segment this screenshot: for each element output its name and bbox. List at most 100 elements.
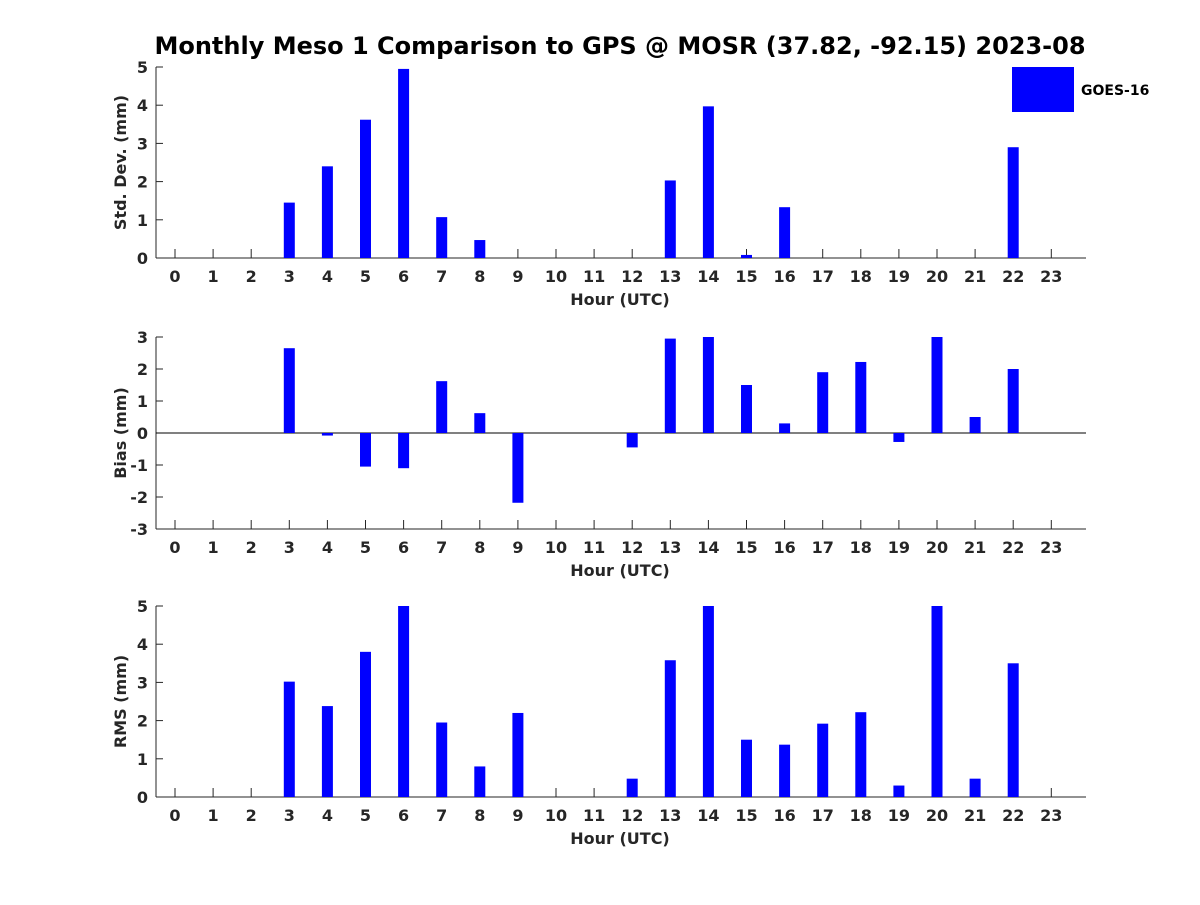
y-tick-label: 2 (137, 173, 148, 192)
x-tick-label: 3 (284, 267, 295, 286)
x-tick-label: 20 (926, 267, 948, 286)
y-tick-label: 0 (137, 249, 148, 268)
x-tick-label: 6 (398, 267, 409, 286)
x-tick-label: 20 (926, 806, 948, 825)
bar-hour-21 (969, 778, 981, 797)
x-tick-label: 19 (888, 267, 910, 286)
bar-hour-13 (664, 338, 676, 433)
bar-hour-3 (283, 348, 295, 433)
x-tick-label: 4 (322, 267, 333, 286)
x-tick-label: 2 (246, 267, 257, 286)
bar-hour-4 (321, 433, 333, 436)
legend: GOES-16 (1012, 67, 1149, 112)
bar-hour-22 (1007, 369, 1019, 433)
bar-hour-18 (855, 712, 867, 797)
x-tick-label: 6 (398, 806, 409, 825)
x-tick-label: 12 (621, 538, 643, 557)
x-tick-label: 10 (545, 267, 567, 286)
x-tick-label: 14 (697, 538, 719, 557)
x-tick-label: 3 (284, 806, 295, 825)
x-tick-label: 16 (773, 806, 795, 825)
bar-hour-18 (855, 361, 867, 433)
bar-hour-19 (893, 433, 905, 442)
bar-hour-13 (664, 660, 676, 797)
bar-hour-12 (626, 778, 638, 797)
x-tick-label: 7 (436, 538, 447, 557)
x-axis-label: Hour (UTC) (570, 829, 670, 848)
chart-title: Monthly Meso 1 Comparison to GPS @ MOSR … (154, 32, 1085, 60)
x-tick-label: 0 (169, 538, 180, 557)
y-tick-label: 3 (137, 673, 148, 692)
x-tick-label: 10 (545, 806, 567, 825)
y-tick-label: 1 (137, 750, 148, 769)
x-tick-label: 17 (812, 538, 834, 557)
bar-hour-3 (283, 681, 295, 797)
bar-hour-22 (1007, 663, 1019, 797)
x-tick-label: 18 (850, 806, 872, 825)
bar-hour-20 (931, 337, 943, 433)
x-tick-label: 9 (512, 267, 523, 286)
x-tick-label: 12 (621, 267, 643, 286)
bar-hour-5 (360, 433, 371, 467)
x-tick-label: 15 (735, 538, 757, 557)
y-tick-label: 2 (137, 712, 148, 731)
x-tick-label: 16 (773, 538, 795, 557)
bar-hour-16 (779, 423, 791, 433)
bar-hour-7 (436, 722, 448, 797)
x-tick-label: 11 (583, 267, 605, 286)
x-tick-label: 10 (545, 538, 567, 557)
y-tick-label: 4 (137, 635, 148, 654)
x-tick-label: 12 (621, 806, 643, 825)
bar-hour-12 (626, 433, 638, 448)
bar-hour-4 (321, 706, 333, 797)
bar-hour-15 (741, 739, 752, 797)
y-axis-label: Std. Dev. (mm) (111, 95, 130, 230)
bar-hour-6 (398, 433, 410, 469)
x-tick-label: 5 (360, 806, 371, 825)
x-tick-label: 1 (208, 267, 219, 286)
x-tick-label: 13 (659, 806, 681, 825)
bar-hour-14 (702, 106, 714, 258)
bar-hour-3 (283, 202, 295, 258)
x-tick-label: 17 (812, 806, 834, 825)
bar-hour-16 (779, 207, 791, 258)
y-tick-label: -3 (130, 520, 148, 539)
x-tick-label: 14 (697, 806, 719, 825)
x-tick-label: 13 (659, 267, 681, 286)
y-tick-label: -1 (130, 456, 148, 475)
x-tick-label: 0 (169, 267, 180, 286)
y-tick-label: 2 (137, 360, 148, 379)
x-tick-label: 9 (512, 806, 523, 825)
x-tick-label: 16 (773, 267, 795, 286)
x-tick-label: 4 (322, 806, 333, 825)
y-tick-label: 1 (137, 211, 148, 230)
y-axis-label: Bias (mm) (111, 387, 130, 479)
x-tick-label: 22 (1002, 267, 1024, 286)
x-tick-label: 0 (169, 806, 180, 825)
y-tick-label: 3 (137, 328, 148, 347)
bar-hour-14 (702, 337, 714, 433)
x-tick-label: 2 (246, 538, 257, 557)
bar-hour-8 (474, 766, 486, 797)
x-tick-label: 1 (208, 538, 219, 557)
y-tick-label: 0 (137, 424, 148, 443)
bar-hour-17 (817, 723, 829, 797)
x-tick-label: 9 (512, 538, 523, 557)
y-axis-label: RMS (mm) (111, 655, 130, 748)
x-tick-label: 22 (1002, 806, 1024, 825)
x-axis-label: Hour (UTC) (570, 561, 670, 580)
bar-hour-9 (512, 433, 524, 503)
x-tick-label: 2 (246, 806, 257, 825)
bar-hour-7 (436, 217, 448, 258)
y-tick-label: 4 (137, 96, 148, 115)
bar-hour-15 (741, 385, 752, 433)
bar-hour-19 (893, 785, 905, 797)
y-tick-label: 5 (137, 597, 148, 616)
x-tick-label: 19 (888, 806, 910, 825)
y-tick-label: 5 (137, 58, 148, 77)
x-tick-label: 11 (583, 806, 605, 825)
